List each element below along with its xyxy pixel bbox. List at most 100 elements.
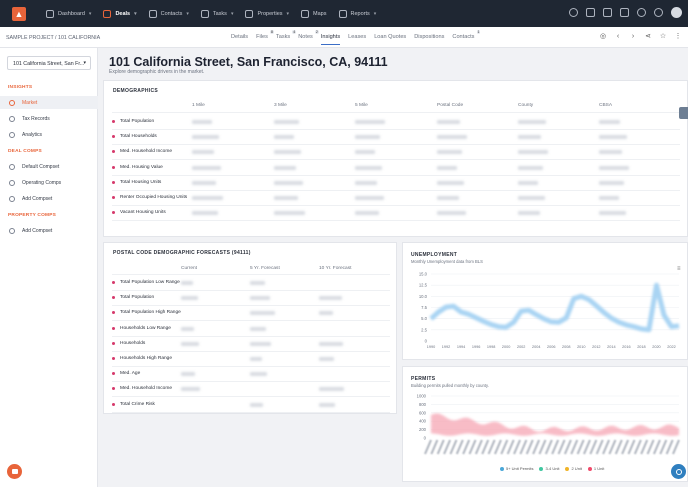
target-icon[interactable]: ◎ xyxy=(599,33,607,40)
forecast-row: Households Low Range xyxy=(112,326,171,331)
legend-item[interactable]: 5+ Unit Permits xyxy=(500,466,533,471)
search-icon[interactable] xyxy=(569,8,578,17)
chevron-right-icon[interactable]: › xyxy=(631,33,635,40)
row-label: Med. Household Income xyxy=(120,149,172,155)
hidden-value xyxy=(437,196,459,200)
tab-leases[interactable]: Leases xyxy=(348,34,366,45)
bullet-dot xyxy=(112,357,115,360)
divider xyxy=(112,220,680,222)
sidebar-item-label: Analytics xyxy=(22,131,43,138)
forecast-row: Med. Household Income xyxy=(112,386,172,391)
sidebar-item-default-compset[interactable]: Default Compset xyxy=(0,160,98,173)
tab-loan-quotes[interactable]: Loan Quotes xyxy=(374,34,406,45)
sidebar-item-operating-comps[interactable]: Operating Comps xyxy=(0,176,98,189)
x-tick-label: 2002 xyxy=(517,345,525,349)
demographics-column-header: 3 Mile xyxy=(274,103,287,108)
nav-item-contacts[interactable]: Contacts ▾ xyxy=(148,9,189,18)
x-tick-label: 2018 xyxy=(637,345,645,349)
star-icon[interactable]: ☆ xyxy=(659,33,667,40)
row-label: Renter Occupied Housing Units xyxy=(120,195,188,200)
hidden-value xyxy=(250,357,262,361)
nav-item-deals[interactable]: Deals ▾ xyxy=(103,9,137,18)
hidden-value xyxy=(437,135,467,140)
sidebar-item-analytics[interactable]: Analytics xyxy=(0,128,98,141)
legend-item[interactable]: 1 Unit xyxy=(587,466,604,471)
row-label: Total Population xyxy=(120,295,155,301)
deal-tabs: Details Files 8 Tasks 4 Notes 2 Insights Leases L… xyxy=(231,30,481,45)
user-avatar[interactable] xyxy=(671,7,682,18)
hidden-value xyxy=(518,120,546,124)
hidden-value xyxy=(181,372,195,377)
more-vertical-icon[interactable]: ⋮ xyxy=(674,33,682,40)
folder-icon[interactable] xyxy=(586,8,595,17)
divider xyxy=(112,396,390,398)
demographics-card: DEMOGRAPHICS 1 Mile 3 Mile 5 Mile Postal Co… xyxy=(103,80,688,237)
legend-label: 2 Unit xyxy=(571,466,582,471)
x-tick-label xyxy=(595,439,604,455)
app-logo-icon[interactable]: ▲ xyxy=(12,6,26,21)
x-tick-label xyxy=(423,439,433,455)
chart-menu-icon[interactable]: ≡ xyxy=(677,266,681,272)
chevron-left-icon[interactable]: ‹ xyxy=(616,33,620,40)
property-comps-section-header: PROPERTY COMPS xyxy=(8,213,57,218)
divider xyxy=(112,290,390,291)
hidden-value xyxy=(192,150,214,155)
legend-item[interactable]: 2 Unit xyxy=(565,466,582,471)
y-tick-label: 5.0 xyxy=(421,316,427,321)
forecast-row: Total Population xyxy=(112,295,154,300)
legend-item[interactable]: 3-4 Unit xyxy=(539,466,559,471)
tab-tasks[interactable]: Tasks 4 xyxy=(276,30,297,45)
page-title: 101 California Street, San Francisco, CA… xyxy=(109,55,388,69)
y-tick-label: 200 xyxy=(419,427,427,432)
demographics-column-header: 1 Mile xyxy=(192,103,205,108)
search-icon xyxy=(675,468,682,475)
sidebar-item-add-compset[interactable]: Add Compset xyxy=(0,224,98,237)
nav-item-tasks[interactable]: Tasks ▾ xyxy=(200,9,233,18)
bullet-dot xyxy=(112,150,115,154)
y-tick-label: 15.0 xyxy=(419,272,428,277)
hidden-value xyxy=(319,341,343,346)
nav-item-properties[interactable]: Properties ▾ xyxy=(245,9,290,18)
sidebar-item-add-compset[interactable]: Add Compset xyxy=(0,192,98,205)
tab-files[interactable]: Files 8 xyxy=(256,30,274,45)
tab-insights[interactable]: Insights xyxy=(320,34,341,45)
x-tick-label xyxy=(462,439,471,455)
demographics-row: Med. Housing Value xyxy=(112,165,163,170)
help-icon[interactable] xyxy=(637,8,646,17)
property-select[interactable]: 101 California Street, San Fr... ▾ xyxy=(7,56,91,70)
calendar-icon[interactable] xyxy=(603,8,612,17)
y-tick-label: 400 xyxy=(419,419,427,424)
tab-label: Dispositions xyxy=(414,34,445,40)
tab-contacts[interactable]: Contacts 1 xyxy=(452,30,481,45)
row-label: Households High Range xyxy=(120,356,172,361)
tab-label: Loan Quotes xyxy=(374,34,407,40)
breadcrumb[interactable]: SAMPLE PROJECT / 101 CALIFORNIA xyxy=(6,35,101,41)
nav-item-reports[interactable]: Reports ▾ xyxy=(338,9,376,18)
sidebar-item-tax-records[interactable]: Tax Records xyxy=(0,112,98,125)
bullet-dot xyxy=(112,372,115,376)
sigma-icon[interactable] xyxy=(620,8,629,17)
tab-dispositions[interactable]: Dispositions xyxy=(414,34,444,45)
tab-notes[interactable]: Notes 2 xyxy=(298,30,319,45)
demographics-row: Renter Occupied Housing Units xyxy=(112,195,187,200)
row-label: Total Population Low Range xyxy=(120,280,180,285)
nav-item-dashboard[interactable]: Dashboard ▾ xyxy=(46,9,91,18)
hidden-value xyxy=(599,150,622,155)
hidden-value xyxy=(355,165,382,170)
row-label: Med. Age xyxy=(120,371,141,377)
chevron-down-icon: ▾ xyxy=(286,10,290,17)
search-fab-button[interactable] xyxy=(671,464,686,479)
hidden-value xyxy=(181,387,200,392)
y-tick-label: 7.5 xyxy=(421,305,427,310)
nav-item-maps[interactable]: Maps xyxy=(301,9,327,18)
permits-area xyxy=(431,413,679,436)
divider xyxy=(112,305,390,307)
chat-button[interactable] xyxy=(7,464,22,479)
sidebar-item-market[interactable]: Market xyxy=(0,96,98,109)
side-panel-handle[interactable] xyxy=(679,107,688,119)
share-icon[interactable]: ⋖ xyxy=(645,33,651,40)
tab-details[interactable]: Details xyxy=(231,34,248,45)
settings-gear-icon[interactable] xyxy=(654,8,663,17)
nav-item-label: Properties xyxy=(257,10,283,17)
tab-count-badge: 4 xyxy=(292,30,297,34)
